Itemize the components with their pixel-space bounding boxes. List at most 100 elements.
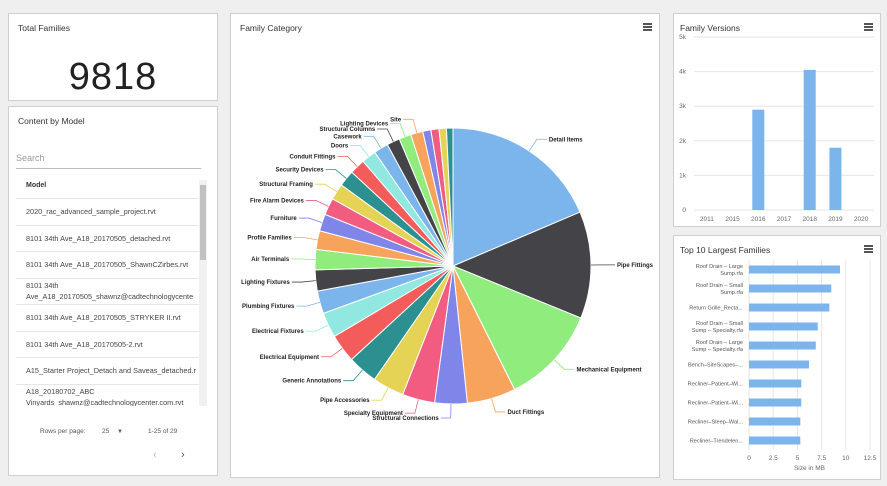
pie-label-connector — [528, 138, 547, 152]
family-size-bar — [749, 322, 818, 331]
pie-slice-label: Site — [390, 117, 402, 123]
pie-slice-label: Structural Columns — [320, 127, 376, 133]
pie-slice-label: Air Terminals — [251, 257, 290, 263]
y-tick-label: Recliner–Patient–Wi... — [688, 382, 744, 388]
y-tick-label: Sump – Specialty.rfa — [692, 328, 744, 334]
next-page-icon[interactable]: › — [181, 449, 185, 461]
y-tick-label: 5k — [679, 34, 687, 41]
pie-label-connector — [343, 369, 363, 382]
pie-slice-label: Structural Framing — [259, 182, 313, 188]
pie-label-connector — [321, 348, 343, 358]
family-category-pie-chart: Detail Items Pipe Fittings Mechanical Equi… — [241, 117, 653, 422]
pie-label-connector — [491, 398, 506, 413]
rows-per-page-select[interactable]: 25 ▼ — [102, 428, 123, 435]
pie-label-connector — [390, 123, 406, 137]
y-tick-label: 3k — [679, 103, 687, 110]
y-tick-label: Sump.rfa — [720, 290, 744, 296]
total-families-value: 9818 — [68, 56, 158, 98]
pie-slice — [451, 265, 582, 391]
pie-label-connector — [371, 387, 389, 401]
x-tick-label: 10 — [842, 455, 850, 462]
y-tick-label: Return Grille_Recta... — [689, 306, 743, 312]
y-tick-label: Sump.rfa — [720, 271, 744, 277]
family-size-bar — [749, 417, 801, 426]
table-scrollbar[interactable] — [199, 180, 207, 406]
table-row[interactable]: 8101 34th Ave_A18_20170505_shawnz@cadtec… — [16, 277, 199, 305]
version-bar — [829, 147, 842, 210]
x-tick-label: 2019 — [828, 216, 843, 223]
family-category-menu-icon[interactable] — [643, 23, 652, 31]
table-row[interactable]: 8101 34th Ave_A18_20170505_ShawnCZirbes.… — [16, 251, 199, 278]
y-tick-label: Recliner–Sleep–Wal... — [688, 420, 744, 426]
family-versions-card: Family Versions 0 1k 2k 3k 4k 5k 2011 2015 2016 2… — [673, 13, 881, 227]
x-tick-label: 0 — [747, 455, 751, 462]
pie-label-connector — [403, 118, 418, 133]
family-category-card: Family Category Detail Items Pipe Fitting… — [230, 13, 660, 478]
x-tick-label: 2016 — [751, 216, 766, 223]
pie-label-connector — [296, 302, 320, 307]
pie-slice-label: Electrical Fixtures — [252, 329, 304, 335]
y-tick-label: Sump – Specialty.rfa — [692, 347, 744, 353]
family-category-title: Family Category — [240, 23, 302, 33]
y-tick-label: Roof Drain – Large — [696, 340, 743, 346]
family-size-bar — [749, 303, 830, 312]
y-tick-label: 4k — [679, 69, 687, 76]
family-size-bar — [749, 341, 816, 350]
total-families-card: Total Families 9818 — [8, 13, 218, 101]
pie-slice-label: Fire Alarm Devices — [250, 198, 304, 204]
pie-slice-label: Security Devices — [276, 168, 325, 174]
pie-label-connector — [350, 145, 370, 157]
pie-slice-label: Conduit Fittings — [290, 155, 337, 161]
pie-label-connector — [314, 183, 337, 193]
pie-label-connector — [305, 200, 329, 207]
y-tick-label: 0 — [682, 207, 686, 214]
x-axis-title: Size in MB — [794, 465, 825, 472]
largest-families-bar-chart: 0 2.5 5 7.5 10 12.5 Size in MB Roof Drain – Lar… — [688, 260, 877, 472]
pie-slice-label: Furniture — [270, 216, 297, 222]
page-range: 1-25 of 29 — [148, 428, 178, 435]
y-tick-label: Roof Drain – Small — [696, 321, 743, 327]
x-tick-label: 2020 — [854, 216, 869, 223]
x-tick-label: 2015 — [725, 216, 740, 223]
x-tick-label: 12.5 — [864, 455, 877, 462]
y-tick-label: Roof Drain – Small — [696, 283, 743, 289]
pie-label-connector — [298, 217, 323, 223]
family-versions-menu-icon[interactable] — [864, 23, 873, 31]
family-size-bar — [749, 360, 810, 369]
x-tick-label: 2018 — [802, 216, 817, 223]
pie-label-connector — [404, 399, 419, 414]
y-tick-label: 2k — [679, 138, 687, 145]
table-row[interactable]: 2020_rac_advanced_sample_project.rvt — [16, 198, 199, 225]
family-versions-bar-chart: 0 1k 2k 3k 4k 5k 2011 2015 2016 2017 2018 2019 2020 — [679, 34, 874, 223]
pie-slice-label: Casework — [333, 134, 362, 140]
pie-slice-label: Lighting Fixtures — [241, 280, 290, 286]
pie-label-connector — [337, 156, 358, 167]
dropdown-arrow-icon: ▼ — [117, 429, 123, 435]
table-row[interactable]: 8101 34th Ave_A18_20170505_STRYKER II.rv… — [16, 304, 199, 331]
scrollbar-thumb[interactable] — [200, 185, 206, 260]
table-row[interactable]: A18_20180702_ABC Vinyards_shawnz@cadtech… — [16, 383, 199, 406]
largest-families-menu-icon[interactable] — [864, 245, 873, 253]
model-column-header[interactable]: Model — [26, 182, 47, 189]
pie-label-connector — [305, 324, 329, 332]
family-size-bar — [749, 436, 801, 445]
pie-slice-label: Profile Families — [247, 235, 292, 241]
family-size-bar — [749, 379, 802, 388]
rows-per-page-value: 25 — [102, 428, 110, 435]
pie-slice-label: Plumbing Fixtures — [242, 304, 295, 310]
x-tick-label: 2011 — [700, 216, 714, 223]
table-row[interactable]: 8101 34th Ave_A18_20170505_detached.rvt — [16, 224, 199, 252]
pie-slice-label: Doors — [331, 144, 349, 150]
pie-slice — [445, 127, 454, 267]
total-families-title: Total Families — [18, 23, 70, 33]
pie-label-connector — [291, 258, 316, 261]
x-tick-label: 7.5 — [817, 455, 826, 462]
table-row[interactable]: A15_Starter Project_Detach and Saveas_de… — [16, 357, 199, 384]
table-row[interactable]: 8101 34th Ave_A18_20170505-2.rvt — [16, 330, 199, 358]
y-tick-label: Bench–SiteScapes–... — [688, 363, 743, 369]
version-bar — [803, 69, 816, 210]
prev-page-icon[interactable]: ‹ — [153, 449, 157, 461]
pie-label-connector — [377, 128, 394, 142]
pie-slice-label: Structural Connections — [372, 416, 439, 422]
search-input[interactable] — [16, 148, 201, 169]
